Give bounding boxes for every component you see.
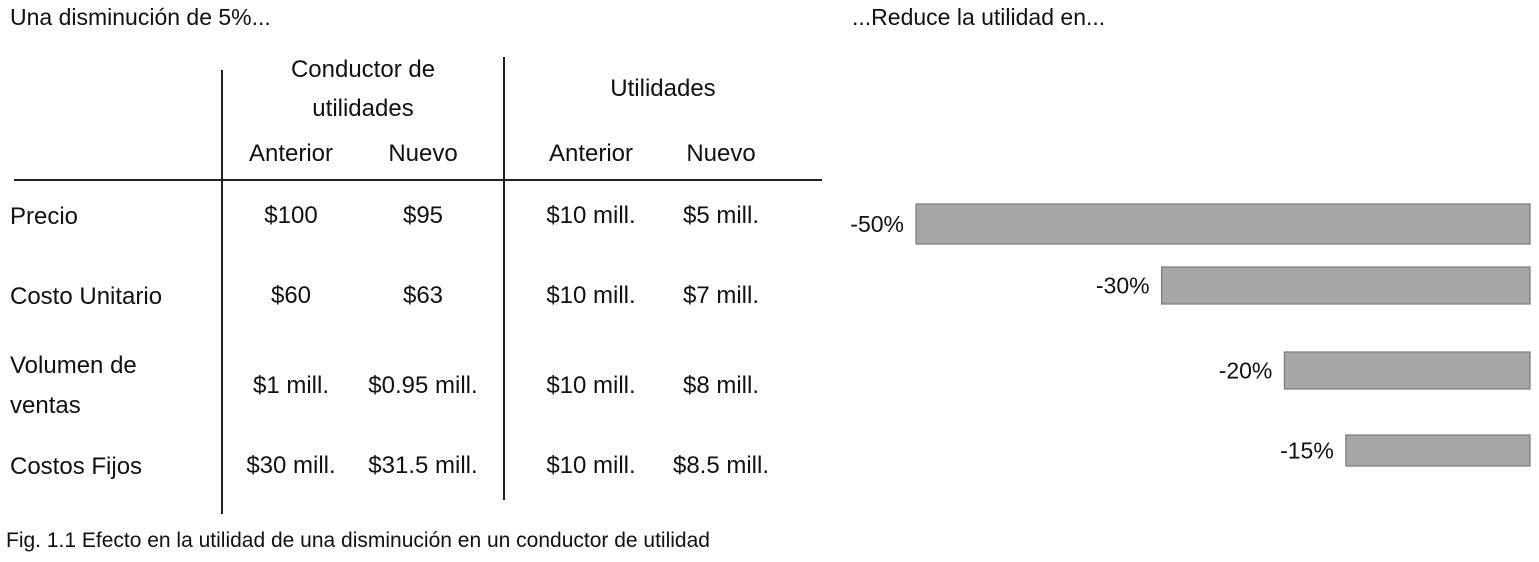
bar-4	[1345, 434, 1531, 467]
header-conductor-line2: utilidades	[312, 95, 414, 122]
cell-conductor-nuevo: $31.5 mill.	[368, 452, 478, 479]
row-label: Costos Fijos	[10, 453, 143, 480]
cell-conductor-anterior: $1 mill.	[252, 372, 330, 399]
table-divider-left	[221, 70, 223, 514]
bar-3	[1283, 351, 1531, 390]
cell-utilidades-anterior: $10 mill.	[546, 202, 636, 229]
left-title: Una disminución de 5%...	[10, 4, 271, 30]
bar-value-label: -30%	[1096, 273, 1150, 299]
subheader-utilidades-nuevo: Nuevo	[686, 140, 756, 167]
profit-reduction-bar-chart: -50% -30% -20% -15%	[850, 203, 1531, 467]
cell-utilidades-anterior: $10 mill.	[546, 282, 636, 309]
header-conductor-line1: Conductor de	[290, 56, 436, 83]
cell-conductor-nuevo: $95	[402, 202, 444, 229]
bar-1	[915, 203, 1531, 245]
cell-utilidades-nuevo: $7 mill.	[682, 282, 760, 309]
cell-utilidades-nuevo: $8 mill.	[682, 372, 760, 399]
row-label: Precio	[10, 203, 79, 230]
cell-utilidades-nuevo: $5 mill.	[682, 202, 760, 229]
row-label-line1: Volumen de	[10, 352, 137, 379]
cell-conductor-anterior: $30 mill.	[246, 452, 336, 479]
row-label-line2: ventas	[10, 392, 81, 419]
cell-utilidades-anterior: $10 mill.	[546, 372, 636, 399]
table-header-rule	[14, 179, 822, 181]
subheader-conductor-anterior: Anterior	[248, 140, 334, 167]
cell-utilidades-anterior: $10 mill.	[546, 452, 636, 479]
row-label: Costo Unitario	[10, 283, 163, 310]
bar-2	[1161, 266, 1531, 305]
cell-conductor-nuevo: $0.95 mill.	[368, 372, 478, 399]
table-divider-right	[503, 57, 505, 500]
cell-utilidades-nuevo: $8.5 mill.	[672, 452, 770, 479]
cell-conductor-anterior: $100	[264, 202, 318, 229]
header-utilidades: Utilidades	[610, 75, 716, 102]
subheader-utilidades-anterior: Anterior	[548, 140, 634, 167]
subheader-conductor-nuevo: Nuevo	[388, 140, 458, 167]
cell-conductor-nuevo: $63	[402, 282, 444, 309]
cell-conductor-anterior: $60	[270, 282, 312, 309]
bar-value-label: -15%	[1280, 438, 1334, 464]
bar-value-label: -50%	[850, 211, 904, 237]
figure-caption: Fig. 1.1 Efecto en la utilidad de una di…	[6, 529, 710, 552]
right-title: ...Reduce la utilidad en...	[852, 4, 1106, 30]
bar-value-label: -20%	[1219, 358, 1273, 384]
